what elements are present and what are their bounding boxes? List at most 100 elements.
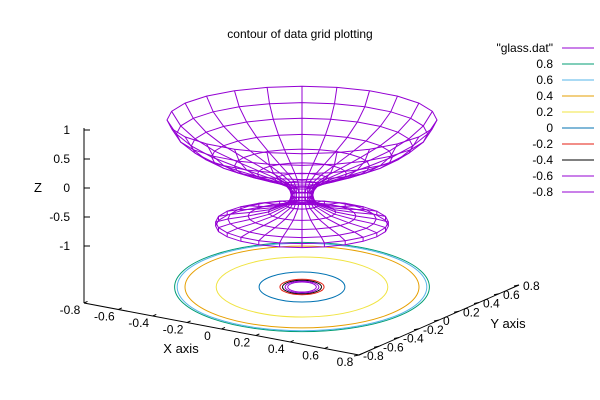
x-tick-mark [324, 346, 329, 349]
y-tick-label: -0.6 [383, 340, 404, 354]
surface-meridian [297, 187, 300, 202]
legend-label: 0 [546, 121, 553, 135]
legend-label: 0.6 [536, 73, 553, 87]
surface-mesh [166, 85, 438, 249]
surface-meridian [218, 205, 287, 232]
z-tick-label: 0.5 [53, 152, 70, 166]
surface-meridian [309, 201, 346, 208]
surface-meridian [184, 102, 292, 189]
surface-meridian [279, 200, 299, 206]
x-tick-label: 0.8 [337, 355, 354, 369]
contour--0.8 [287, 281, 317, 293]
contour-0.4 [184, 245, 420, 329]
surface-meridian [313, 119, 438, 191]
z-tick-label: 0 [63, 181, 70, 195]
legend-label: -0.4 [532, 153, 553, 167]
x-tick-label: -0.8 [60, 303, 81, 317]
surface-meridian [317, 205, 386, 232]
y-tick-mark [473, 302, 480, 304]
surface-meridian [305, 208, 325, 247]
x-tick-label: -0.6 [94, 310, 115, 324]
y-axis-ticks: -0.8-0.6-0.4-0.20 0.20.40.60.8 [353, 279, 540, 363]
contour--0.2 [279, 278, 325, 296]
surface-meridian [312, 102, 420, 189]
legend-label: -0.8 [532, 185, 553, 199]
surface-meridian [286, 189, 293, 205]
contour--0.6 [284, 280, 320, 294]
contour-lines [174, 241, 430, 333]
surface-meridian [318, 204, 389, 226]
y-tick-mark [433, 319, 440, 322]
x-tick-mark [118, 307, 123, 310]
surface-meridian [309, 187, 314, 203]
surface-meridian [317, 203, 386, 221]
y-tick-mark [373, 345, 380, 348]
surface-meridian [226, 202, 289, 216]
legend-label: -0.2 [532, 137, 553, 151]
surface-meridian [290, 187, 295, 203]
y-tick-label: -0.4 [403, 332, 424, 346]
surface-meridian [315, 206, 378, 237]
surface-meridian [279, 208, 299, 247]
x-tick-mark [83, 300, 88, 304]
surface-meridian [266, 152, 300, 194]
surface-meridian [309, 208, 346, 245]
y-tick-mark [493, 293, 500, 296]
contour-0.6 [176, 242, 428, 332]
surface-meridian [215, 204, 286, 226]
contour-0.8 [174, 241, 430, 333]
surface-meridian [306, 187, 311, 202]
x-tick-mark [221, 326, 226, 330]
surface-meridian [304, 187, 307, 202]
x-tick-mark [186, 320, 191, 323]
z-tick-label: -1 [59, 239, 70, 253]
chart-title: contour of data grid plotting [227, 27, 372, 41]
z-tick-label: -0.5 [49, 210, 70, 224]
y-tick-label: 0.8 [523, 279, 540, 293]
y-tick-mark [393, 337, 400, 339]
surface-meridian [304, 152, 338, 194]
legend-label: 0.2 [536, 105, 553, 119]
y-axis-label: Y axis [490, 316, 526, 331]
legend-label: "glass.dat" [496, 41, 553, 55]
y-tick-mark [353, 354, 360, 357]
surface-meridian [240, 201, 291, 211]
surface-meridian [258, 208, 295, 245]
y-tick-label: 0 [443, 314, 450, 328]
surface-meridian [234, 90, 297, 188]
surface-meridian [293, 187, 298, 202]
surface-meridian [171, 111, 291, 190]
surface-meridian [311, 189, 318, 205]
contour-0.2 [215, 256, 389, 318]
x-axis-label: X axis [163, 341, 199, 356]
x-tick-mark [358, 352, 363, 356]
surface-meridian [304, 87, 338, 188]
z-axis-ticks: 1 0.5 0 -0.5 -1 [49, 123, 90, 253]
surface-meridian [315, 202, 378, 216]
z-axis-label: Z [34, 180, 42, 195]
legend-label: 0.4 [536, 89, 553, 103]
x-tick-mark [290, 339, 294, 343]
x-tick-label: 0.2 [234, 336, 251, 350]
x-tick-label: 0 [204, 329, 211, 343]
legend-label: -0.6 [532, 169, 553, 183]
surface-meridian [313, 111, 433, 190]
surface-meridian [218, 203, 287, 221]
x-tick-mark [255, 333, 260, 336]
z-tick-label: 1 [63, 123, 70, 137]
surface-meridian [171, 128, 291, 192]
x-axis-ticks: -0.8 -0.6 -0.4 -0.2 0 0.2 0.4 0.6 0.8 [60, 300, 363, 369]
contour-0 [258, 271, 346, 303]
surface-meridian [166, 119, 291, 191]
surface-meridian [307, 90, 370, 188]
legend-label: 0.8 [536, 57, 553, 71]
x-tick-label: -0.4 [128, 316, 149, 330]
y-tick-label: -0.8 [363, 349, 384, 363]
y-tick-mark [413, 328, 420, 331]
surface-meridian [266, 87, 300, 188]
contour--0.4 [282, 279, 322, 295]
y-tick-label: 0.6 [503, 288, 520, 302]
y-tick-mark [453, 310, 460, 313]
x-tick-label: -0.2 [163, 323, 184, 337]
y-tick-label: 0.4 [483, 297, 500, 311]
